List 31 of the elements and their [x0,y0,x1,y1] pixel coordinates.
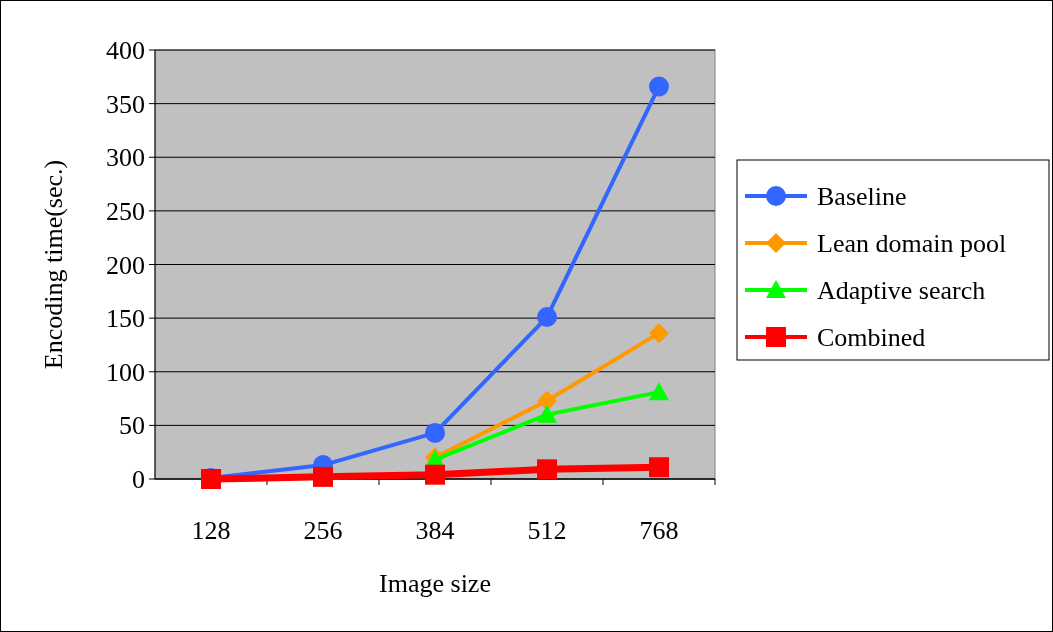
point [649,382,669,401]
legend-label: Adaptive search [817,276,986,306]
point [537,307,557,328]
point [649,76,669,97]
x-tick-label: 128 [191,516,231,545]
y-tick-label: 350 [106,89,145,119]
point [649,323,669,344]
legend-label: Baseline [817,182,907,212]
point [425,422,445,443]
y-tick-label: 400 [106,36,145,66]
y-tick-label: 100 [106,357,145,387]
x-tick-label: 256 [303,516,343,545]
point [649,457,669,478]
point [537,390,557,411]
x-tick-label: 768 [639,516,679,545]
x-axis-title: Image size [379,569,491,598]
x-tick-label: 384 [415,516,455,545]
point [537,459,557,480]
legend-label: Combined [817,323,926,353]
point [537,404,557,423]
y-tick-label: 150 [106,304,145,334]
legend-label: Lean domain pool [817,229,1007,259]
y-tick-label: 0 [132,465,145,495]
y-tick-label: 250 [106,196,145,226]
y-tick-label: 200 [106,250,145,280]
y-tick-label: 50 [119,411,145,441]
point [313,466,333,487]
x-tick-label: 512 [527,516,567,545]
point [425,464,445,485]
y-axis-title: Encoding time(sec.) [39,159,68,370]
y-tick-label: 300 [106,143,145,173]
